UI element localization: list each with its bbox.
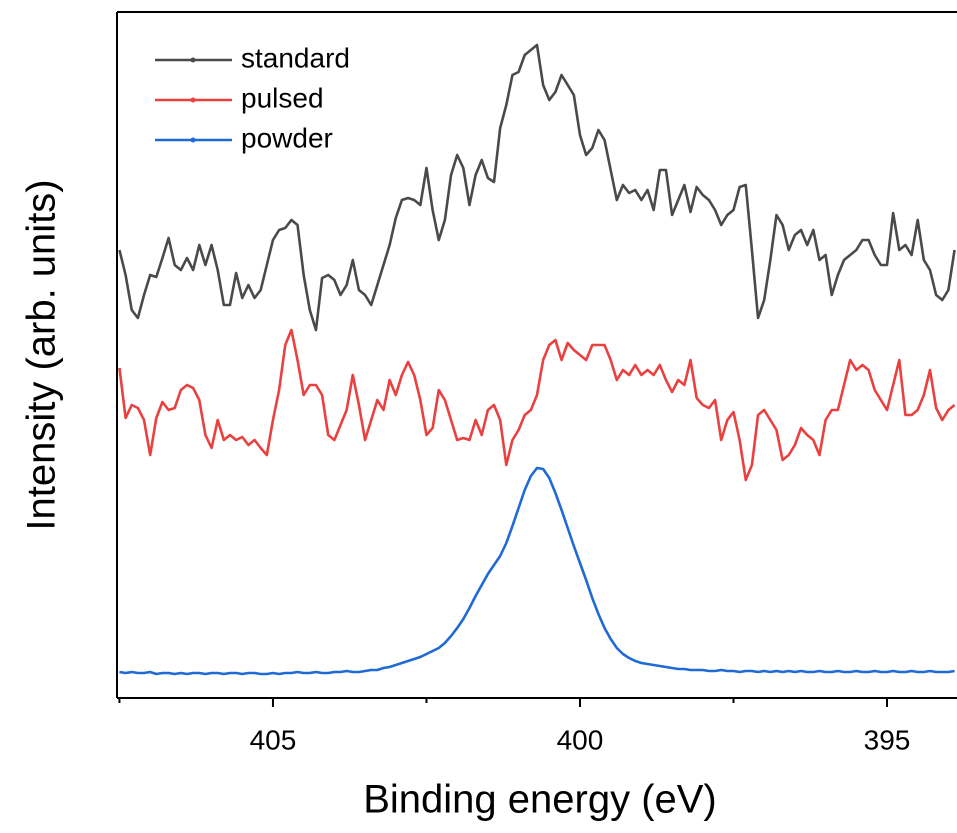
x-tick-label: 405 <box>250 724 297 755</box>
legend-marker <box>190 57 196 63</box>
series-line <box>119 466 955 676</box>
legend-marker <box>190 137 196 143</box>
legend-label: standard <box>241 42 350 73</box>
x-tick-label: 395 <box>864 724 911 755</box>
plot-area <box>118 43 956 676</box>
series-line <box>118 328 956 482</box>
x-tick-label: 400 <box>557 724 604 755</box>
x-axis-label: Binding energy (eV) <box>363 778 717 822</box>
legend-label: powder <box>241 122 333 153</box>
legend-marker <box>190 97 196 103</box>
legend-label: pulsed <box>241 82 324 113</box>
series-line <box>118 43 956 332</box>
y-axis-label: Intensity (arb. units) <box>20 179 64 530</box>
